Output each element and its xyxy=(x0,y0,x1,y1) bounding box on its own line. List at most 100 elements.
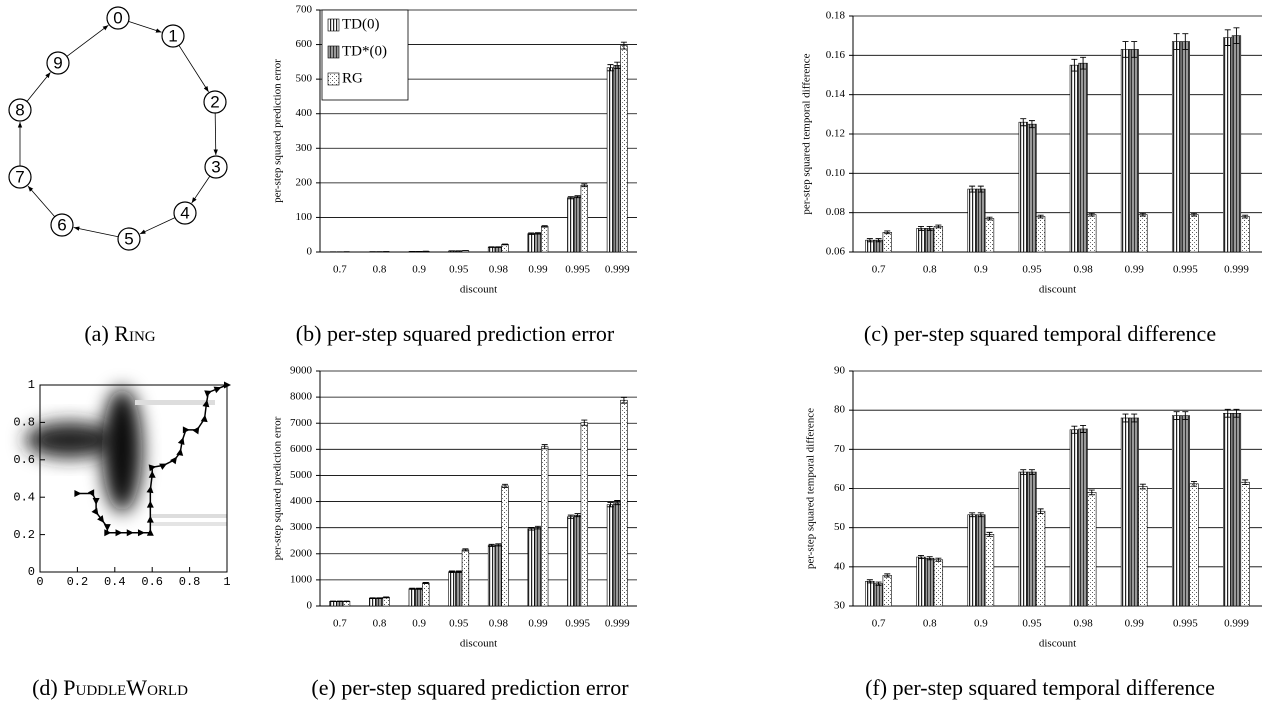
trajectory-marker xyxy=(115,529,123,537)
bar xyxy=(933,559,944,607)
legend-label: RG xyxy=(342,70,363,86)
x-tick-label: 0.7 xyxy=(872,618,886,630)
bar xyxy=(573,514,582,607)
bar xyxy=(1035,510,1046,607)
trajectory-marker xyxy=(74,489,82,497)
bar xyxy=(448,571,456,607)
bar xyxy=(882,232,892,253)
y-tick-label: 30 xyxy=(834,600,846,612)
caption: (a) Ring xyxy=(84,321,155,346)
error-bar xyxy=(866,579,873,584)
error-bar xyxy=(607,502,614,508)
bar xyxy=(1120,417,1131,607)
error-bar xyxy=(1191,481,1197,487)
caption: (f) per-step squared temporal difference xyxy=(865,675,1215,700)
error-bar xyxy=(330,600,337,603)
x-tick-label: 0.99 xyxy=(1125,618,1145,630)
error-bar xyxy=(534,232,541,235)
error-bar xyxy=(1224,29,1231,46)
y-tick-label: 0 xyxy=(307,246,313,258)
bar xyxy=(967,188,977,253)
error-bar xyxy=(416,587,423,590)
y-tick-label: 4000 xyxy=(290,495,313,507)
error-bar xyxy=(574,195,581,199)
bar xyxy=(1027,123,1037,253)
trajectory-marker xyxy=(148,470,156,478)
plot-frame xyxy=(39,384,228,573)
error-bar xyxy=(614,61,621,69)
ring-node xyxy=(46,51,70,75)
y-tick-label: 3000 xyxy=(290,521,313,533)
x-tick-label: 0.9 xyxy=(412,618,426,630)
x-axis-label: discount xyxy=(1039,638,1076,650)
error-bar xyxy=(977,512,984,518)
ring-node-label: 3 xyxy=(211,157,220,176)
y-tick-label: 1 xyxy=(28,378,35,392)
error-bar xyxy=(1233,408,1240,418)
trajectory-marker xyxy=(126,529,134,537)
bar xyxy=(916,228,926,253)
y-tick-label: 0 xyxy=(307,600,313,612)
error-bar xyxy=(1088,489,1095,496)
y-tick-label: 0 xyxy=(28,565,35,579)
trajectory-marker xyxy=(192,426,200,435)
error-bar xyxy=(1191,212,1197,217)
error-bar xyxy=(1080,424,1087,433)
bar xyxy=(1171,415,1182,607)
error-bar xyxy=(376,597,383,600)
ring-node-label: 0 xyxy=(113,8,122,27)
bar xyxy=(984,534,995,607)
bar xyxy=(613,65,621,253)
x-tick-label: 0.9 xyxy=(412,264,426,276)
error-bar xyxy=(1242,479,1249,486)
x-tick-label: 0.95 xyxy=(1022,264,1042,276)
y-tick-label: 8000 xyxy=(290,391,313,403)
y-tick-label: 1000 xyxy=(290,573,313,585)
error-bar xyxy=(935,557,942,562)
ring-node xyxy=(8,165,32,189)
error-bar xyxy=(502,243,509,246)
bar xyxy=(606,504,615,607)
error-bar xyxy=(620,41,627,50)
y-tick-label: 200 xyxy=(296,176,313,188)
trajectory-marker xyxy=(159,463,167,470)
error-bar xyxy=(977,185,984,193)
x-tick-label: 0.995 xyxy=(565,618,590,630)
trajectory-marker xyxy=(146,528,154,536)
caption: (b) per-step squared prediction error xyxy=(296,321,615,346)
error-bar xyxy=(409,587,416,590)
bar xyxy=(925,228,935,253)
error-bar xyxy=(917,555,924,560)
error-bar xyxy=(422,582,429,584)
x-tick-label: 0.95 xyxy=(449,264,469,276)
y-tick-label: 0.12 xyxy=(826,128,845,140)
error-bar xyxy=(1122,41,1129,58)
bar xyxy=(580,184,588,253)
ring-arrow xyxy=(27,185,56,217)
bar xyxy=(865,581,875,607)
error-bar xyxy=(383,596,390,599)
x-tick-label: 0.4 xyxy=(104,575,126,589)
trajectory-marker xyxy=(146,515,154,523)
x-tick-label: 0.7 xyxy=(333,264,347,276)
bar xyxy=(1189,483,1199,607)
error-bar xyxy=(1173,33,1180,50)
ring-node-label: 6 xyxy=(57,215,66,234)
bar xyxy=(984,218,995,253)
y-tick-label: 0.06 xyxy=(826,246,846,258)
error-bar xyxy=(581,183,588,188)
error-bar xyxy=(488,246,495,248)
ring-node-label: 5 xyxy=(124,229,133,248)
ring-arrow xyxy=(66,24,109,57)
bar xyxy=(967,514,977,607)
y-tick-label: 0.8 xyxy=(13,416,35,430)
trajectory-marker xyxy=(91,507,99,516)
error-bar xyxy=(969,512,976,518)
y-axis-label: per-step squared prediction error xyxy=(272,416,284,560)
error-bar xyxy=(917,225,924,231)
bar xyxy=(382,597,390,607)
bar xyxy=(613,502,621,607)
error-bar xyxy=(541,444,548,450)
bar xyxy=(606,67,615,253)
trajectory xyxy=(77,384,228,534)
